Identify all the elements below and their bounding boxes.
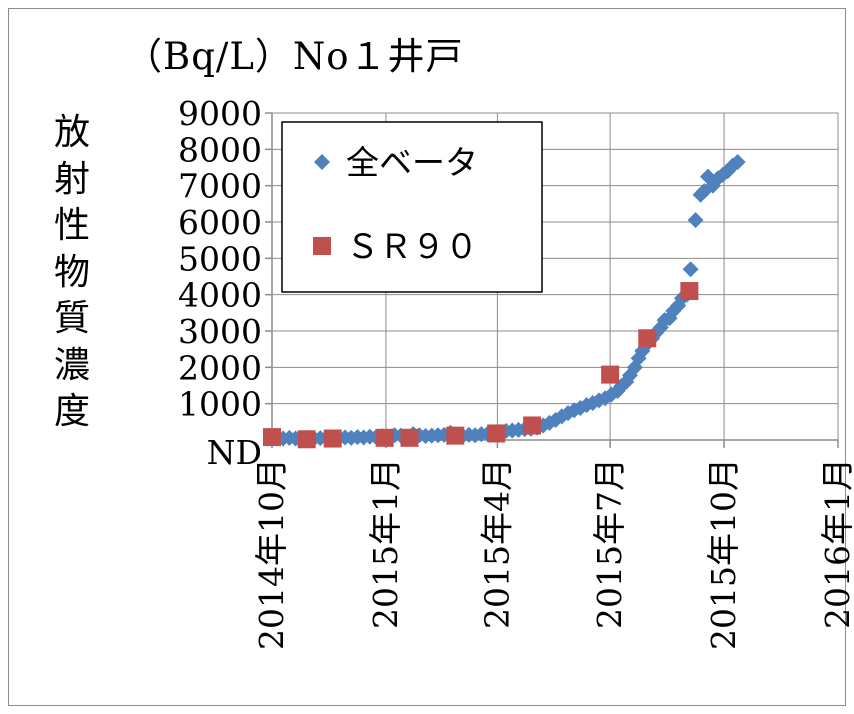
data-point-beta [729,154,746,171]
data-point-sr90 [297,430,316,449]
x-tick-label: 2015年1月 [366,458,405,629]
y-tick-label: 6000 [178,203,262,242]
y-axis-label-char: 射 [53,158,90,200]
legend-label-beta: 全ベータ [346,143,478,182]
legend-marker-sr90 [313,237,331,255]
y-tick-label: 7000 [178,167,262,206]
legend-box [281,121,543,293]
legend-marker-beta [314,154,330,170]
data-point-sr90 [400,428,419,447]
y-axis-label-char: 濃 [53,344,90,386]
data-point-sr90 [263,428,281,447]
chart-title: （Bq/L）No１井戸 [125,35,464,78]
y-tick-label: 8000 [178,130,262,169]
y-tick-label: 3000 [178,312,262,351]
data-point-beta [687,212,704,229]
data-point-sr90 [601,365,620,384]
y-tick-label: 4000 [178,276,262,315]
x-tick-label: 2015年10月 [704,458,743,650]
x-tick-label: 2015年7月 [590,458,629,629]
data-point-sr90 [523,416,542,435]
y-tick-label: 5000 [178,239,262,278]
data-point-sr90 [487,424,506,443]
y-tick-label: 9000 [178,94,262,133]
legend-label-sr90: ＳＲ９０ [346,227,478,266]
data-point-sr90 [638,329,657,348]
data-point-sr90 [375,428,394,447]
x-tick-label: 2016年1月 [818,458,854,629]
y-axis-label-char: 放 [53,112,90,153]
y-tick-label: 2000 [178,348,262,387]
y-axis-label-char: 質 [53,298,90,339]
y-axis-label-char: 性 [53,205,90,246]
chart-frame [8,8,846,706]
data-point-sr90 [680,282,699,301]
y-axis-label: 放射性物質濃度 [52,110,92,436]
data-point-beta [682,261,699,278]
data-point-sr90 [323,429,342,448]
x-tick-label: 2015年4月 [477,458,516,629]
y-tick-label: 1000 [178,385,262,424]
x-tick-label: 2014年10月 [252,458,291,650]
data-point-sr90 [446,426,465,445]
y-tick-label: ND [207,433,262,472]
y-axis-label-char: 度 [53,391,90,432]
y-axis-label-char: 物 [53,251,90,293]
